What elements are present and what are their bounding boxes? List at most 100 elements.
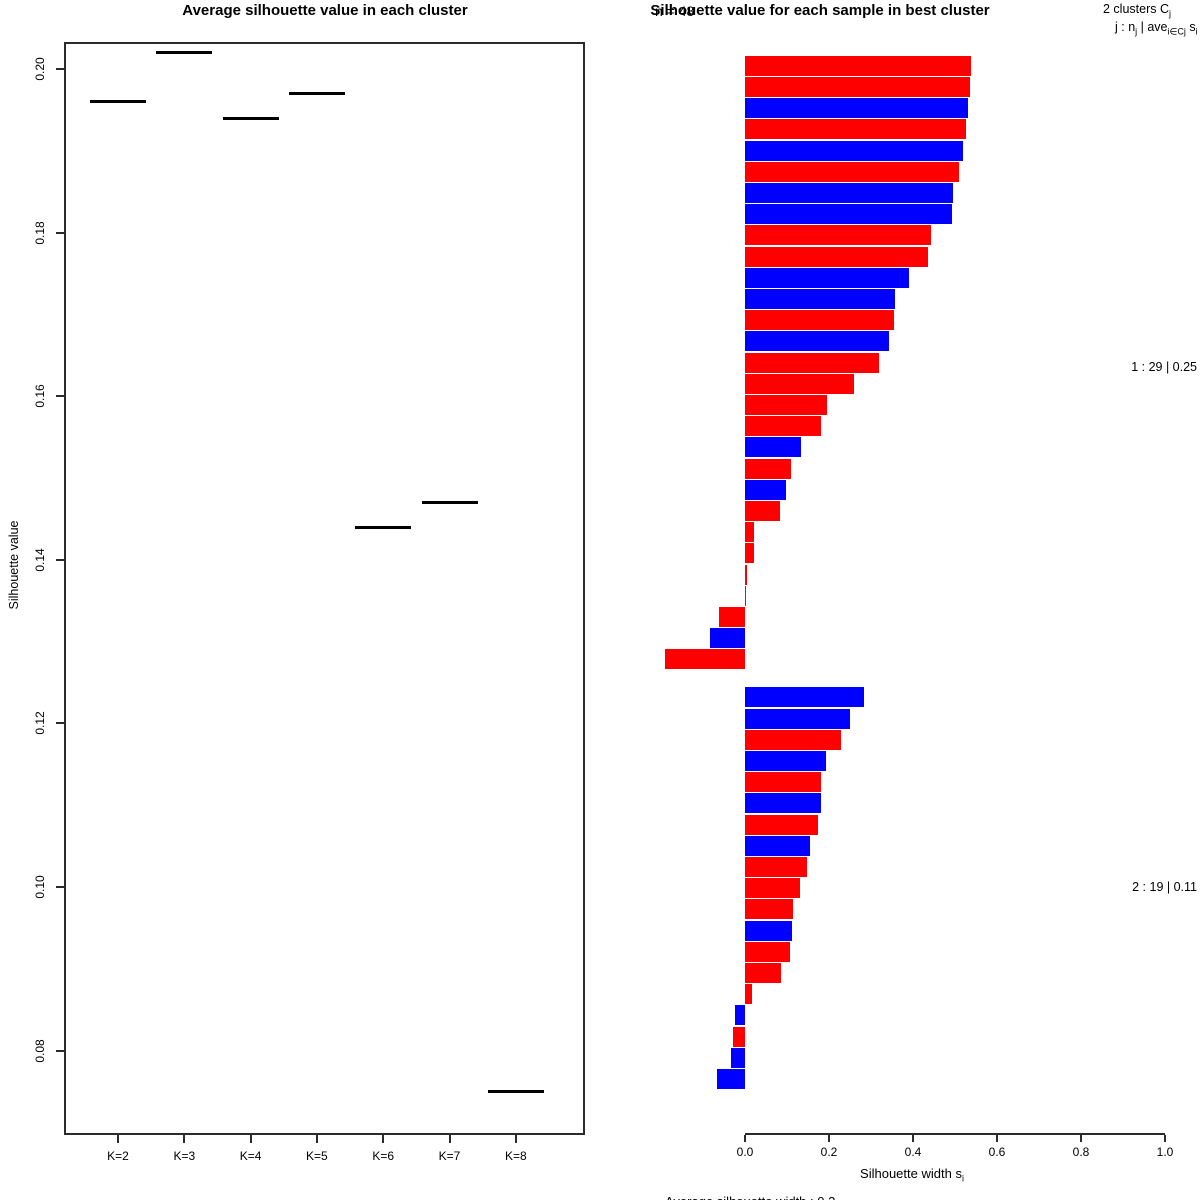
cluster-average-segment xyxy=(355,525,412,529)
right-x-tick-label: 1.0 xyxy=(1156,1145,1174,1159)
silhouette-bar-c1-19 xyxy=(745,437,801,458)
silhouette-bar-c1-25 xyxy=(745,564,748,585)
silhouette-bar-c2-15 xyxy=(745,984,753,1005)
clusters-header-line2: j : nj | avei∈Cj si xyxy=(1115,20,1198,38)
left-y-tick xyxy=(56,558,64,561)
left-x-tick-label: K=6 xyxy=(372,1149,395,1163)
silhouette-bar-c1-7 xyxy=(745,182,953,203)
left-x-tick-label: K=3 xyxy=(173,1149,196,1163)
left-x-tick xyxy=(249,1135,252,1143)
average-silhouette-width-footer: Average silhouette width : 0.2 xyxy=(665,1194,835,1200)
left-chart-title: Average silhouette value in each cluster xyxy=(182,2,468,19)
left-y-tick xyxy=(56,1049,64,1052)
x-axis-label-text: Silhouette width s xyxy=(860,1166,962,1181)
silhouette-bar-c2-11 xyxy=(745,899,793,920)
cluster-average-segment xyxy=(421,501,478,505)
header2-part: s xyxy=(1185,20,1196,34)
silhouette-bar-c1-17 xyxy=(745,394,828,415)
right-x-tick xyxy=(1080,1135,1082,1142)
silhouette-bar-c2-14 xyxy=(745,962,782,983)
left-y-tick xyxy=(56,886,64,889)
right-x-tick-label: 0.8 xyxy=(1072,1145,1090,1159)
header2-sub: j xyxy=(1135,26,1138,37)
silhouette-bar-c2-3 xyxy=(745,729,842,750)
left-x-tick-label: K=4 xyxy=(239,1149,262,1163)
left-x-tick-label: K=2 xyxy=(107,1149,129,1163)
left-y-tick-label: 0.10 xyxy=(33,875,47,899)
silhouette-bar-c2-13 xyxy=(745,941,790,962)
left-y-tick-label: 0.14 xyxy=(33,548,47,572)
cluster-average-segment xyxy=(90,100,146,104)
cluster-average-segment xyxy=(222,116,279,120)
left-y-tick-label: 0.12 xyxy=(33,711,47,736)
left-y-tick xyxy=(56,722,64,725)
left-y-tick-label: 0.18 xyxy=(33,220,47,245)
right-x-tick xyxy=(744,1135,746,1142)
left-x-tick-label: K=7 xyxy=(438,1149,461,1163)
silhouette-bar-c1-10 xyxy=(745,246,929,267)
silhouette-bar-c1-24 xyxy=(745,543,754,564)
clusters-header-line1-sub: j xyxy=(1169,8,1171,19)
silhouette-bar-c1-6 xyxy=(745,161,960,182)
silhouette-bar-c2-8 xyxy=(745,835,811,856)
clusters-header-line1-text: 2 clusters C xyxy=(1103,2,1169,16)
silhouette-bar-c1-18 xyxy=(745,416,822,437)
right-x-tick xyxy=(1164,1135,1166,1142)
silhouette-bar-c1-28 xyxy=(710,628,745,649)
silhouette-bar-c2-19 xyxy=(716,1068,745,1089)
x-axis-label-sub: i xyxy=(961,1173,964,1184)
silhouette-bar-c2-10 xyxy=(745,878,801,899)
right-chart-title: Silhouette value for each sample in best… xyxy=(650,2,990,19)
silhouette-bar-c2-9 xyxy=(745,856,807,877)
left-x-tick xyxy=(514,1135,517,1143)
silhouette-bar-c2-17 xyxy=(732,1026,745,1047)
right-x-tick-label: 0.0 xyxy=(736,1145,754,1159)
silhouette-bar-c1-23 xyxy=(745,522,754,543)
silhouette-bar-c1-22 xyxy=(745,500,780,521)
silhouette-bar-c1-12 xyxy=(745,288,895,309)
silhouette-bar-c1-13 xyxy=(745,310,895,331)
cluster-average-segment xyxy=(487,1090,544,1094)
silhouette-bar-c1-3 xyxy=(745,98,969,119)
silhouette-bar-c2-4 xyxy=(745,750,826,771)
silhouette-bar-c1-1 xyxy=(745,55,971,76)
left-x-tick-label: K=8 xyxy=(504,1149,527,1163)
right-x-tick-label: 0.2 xyxy=(820,1145,838,1159)
cluster-2-summary-label: 2 : 19 | 0.11 xyxy=(1132,880,1197,894)
right-x-tick-label: 0.6 xyxy=(988,1145,1006,1159)
silhouette-bar-c2-1 xyxy=(745,687,864,708)
left-x-tick xyxy=(183,1135,186,1143)
cluster-average-segment xyxy=(156,51,213,55)
silhouette-bar-c1-29 xyxy=(665,649,745,670)
header2-part: j : n xyxy=(1115,20,1136,34)
right-x-tick xyxy=(828,1135,830,1142)
left-y-tick xyxy=(56,231,64,234)
left-y-tick xyxy=(56,67,64,70)
right-x-axis-line xyxy=(745,1133,1165,1135)
silhouette-bar-c1-26 xyxy=(745,585,746,606)
silhouette-bar-c1-11 xyxy=(745,267,909,288)
silhouette-bar-c1-5 xyxy=(745,140,963,161)
left-y-tick-label: 0.08 xyxy=(33,1039,47,1063)
silhouette-bar-c2-6 xyxy=(745,793,822,814)
silhouette-bar-c1-20 xyxy=(745,458,792,479)
silhouette-bar-c2-5 xyxy=(745,772,822,793)
silhouette-bar-c1-8 xyxy=(745,204,953,225)
left-x-tick xyxy=(117,1135,119,1143)
right-x-tick-label: 0.4 xyxy=(904,1145,922,1159)
left-plot-box xyxy=(64,42,585,1135)
silhouette-bar-c2-18 xyxy=(731,1047,745,1068)
left-x-tick xyxy=(382,1135,385,1143)
silhouette-bar-c2-16 xyxy=(735,1005,745,1026)
header2-part: | ave xyxy=(1137,20,1168,34)
right-x-axis-label: Silhouette width si xyxy=(860,1166,964,1184)
left-y-tick xyxy=(56,395,64,398)
sample-count-label: n = 48 xyxy=(655,3,695,19)
silhouette-bar-c1-4 xyxy=(745,119,966,140)
left-x-tick xyxy=(315,1135,318,1143)
silhouette-bar-c2-2 xyxy=(745,708,850,729)
silhouette-bar-c1-2 xyxy=(745,76,971,97)
silhouette-bar-c1-21 xyxy=(745,479,787,500)
header2-sub: i xyxy=(1195,26,1198,37)
